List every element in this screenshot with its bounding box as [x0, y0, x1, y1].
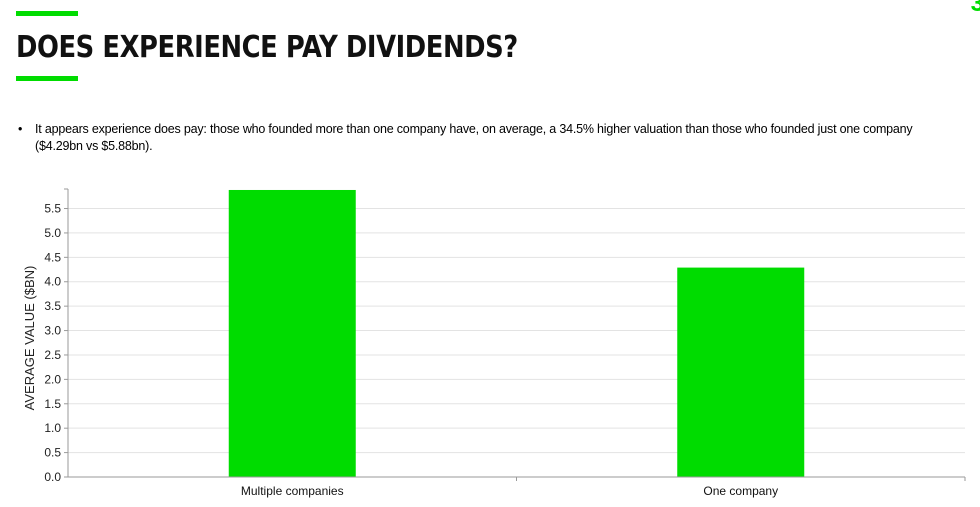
y-axis-title: AVERAGE VALUE ($BN) [22, 266, 37, 411]
bullet-dot-icon: • [18, 122, 23, 136]
y-tick-label: 5.5 [44, 202, 61, 216]
y-tick-label: 0.0 [44, 470, 61, 484]
bar-one-company [677, 267, 805, 477]
bullet-text: It appears experience does pay: those wh… [35, 122, 913, 153]
y-tick-label: 3.0 [44, 324, 61, 338]
y-tick-label: 1.0 [44, 421, 61, 435]
y-tick-label: 4.0 [44, 275, 61, 289]
slide-title: DOES EXPERIENCE PAY DIVIDENDS? [16, 30, 518, 65]
accent-bar-top [16, 11, 78, 16]
x-category-label: Multiple companies [241, 484, 344, 498]
y-tick-label: 2.0 [44, 372, 61, 386]
y-tick-label: 2.5 [44, 348, 61, 362]
y-tick-label: 1.5 [44, 397, 61, 411]
bars [228, 189, 805, 478]
y-tick-label: 5.0 [44, 226, 61, 240]
y-tick-label: 3.5 [44, 299, 61, 313]
accent-bar-bottom [16, 76, 78, 81]
axes [64, 188, 966, 481]
corner-logo-mark: 3 [970, 0, 980, 17]
axis-labels: 0.0 0.5 1.0 1.5 2.0 2.5 3.0 3.5 4.0 4.5 5.0 5.5 Mult… [22, 202, 778, 498]
grid-lines [68, 208, 965, 454]
bullet-list: • It appears experience does pay: those … [18, 121, 963, 155]
y-tick-label: 0.5 [44, 446, 61, 460]
bullet-item: • It appears experience does pay: those … [18, 121, 963, 155]
x-category-label: One company [703, 484, 778, 498]
y-tick-label: 4.5 [44, 250, 61, 264]
bar-multiple-companies [228, 189, 356, 478]
